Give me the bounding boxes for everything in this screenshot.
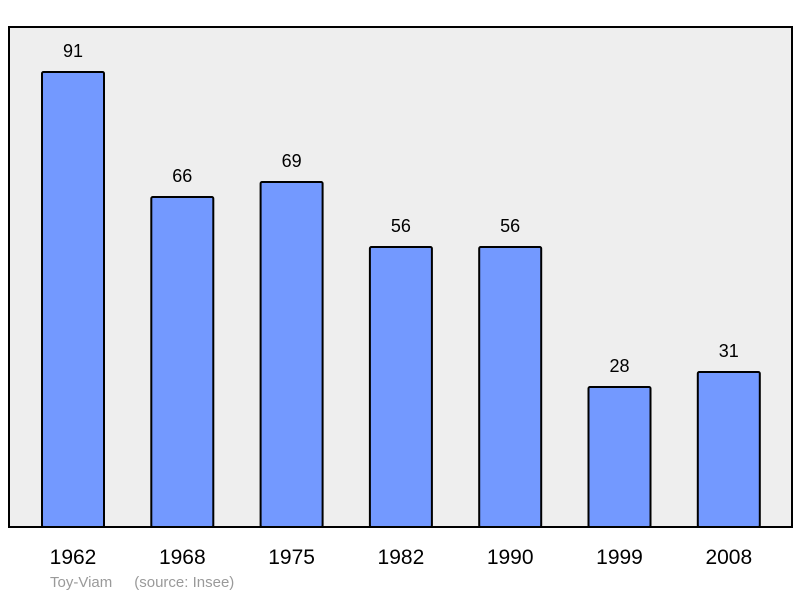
bar-1968: [150, 196, 215, 528]
caption: Toy-Viam (source: Insee): [50, 574, 234, 591]
value-label-1999: 28: [609, 356, 629, 376]
bar-1962: [41, 71, 105, 528]
x-tick-label-1982: 1982: [378, 546, 425, 569]
value-label-1968: 66: [172, 166, 192, 186]
x-tick-label-1968: 1968: [159, 546, 206, 569]
bar-1975: [259, 181, 324, 528]
bar-1999: [587, 386, 652, 528]
caption-source: (source: Insee): [134, 574, 235, 591]
x-tick-label-1975: 1975: [268, 546, 315, 569]
bar-1982: [368, 246, 433, 528]
value-label-1990: 56: [500, 216, 520, 236]
caption-place: Toy-Viam: [50, 574, 113, 591]
bar-2008: [696, 371, 761, 528]
x-tick-label-1962: 1962: [50, 546, 97, 569]
x-tick-label-1999: 1999: [596, 546, 643, 569]
bar-1990: [478, 246, 543, 528]
x-tick-labels-group: 1962 1968 1975 1982 1990 1999 2008: [50, 546, 753, 569]
value-label-1975: 69: [282, 151, 302, 171]
value-label-1962: 91: [63, 41, 83, 61]
value-labels-group: 91 66 69 56 56 28 31: [63, 41, 739, 376]
value-label-2008: 31: [719, 341, 739, 361]
value-label-1982: 56: [391, 216, 411, 236]
bars-group: [41, 71, 761, 528]
x-tick-label-2008: 2008: [705, 546, 752, 569]
x-tick-label-1990: 1990: [487, 546, 534, 569]
